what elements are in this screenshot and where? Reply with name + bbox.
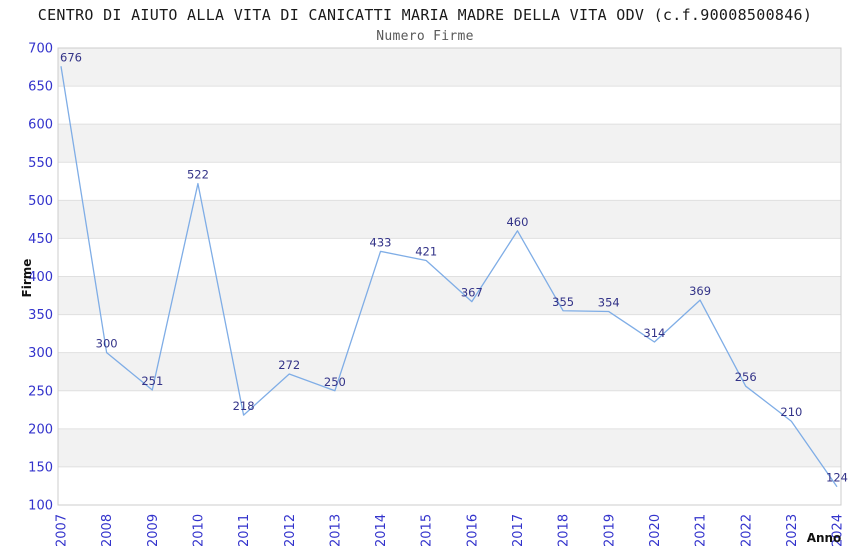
- plot-border: [57, 47, 842, 506]
- y-tick-label: 300: [28, 346, 53, 361]
- x-tick-label: 2024: [831, 514, 846, 547]
- y-tick-label: 650: [28, 80, 53, 95]
- x-tick-label: 2019: [602, 514, 617, 547]
- x-tick-label: 2010: [191, 514, 206, 547]
- x-tick-label: 2008: [100, 514, 115, 547]
- y-tick-label: 400: [28, 270, 53, 285]
- data-point-label: 256: [735, 370, 757, 384]
- data-point-label: 314: [643, 326, 665, 340]
- y-tick-label: 500: [28, 194, 53, 209]
- x-tick-label: 2012: [283, 514, 298, 547]
- data-point-label: 210: [780, 405, 802, 419]
- x-tick-label: 2015: [420, 514, 435, 547]
- y-tick-label: 100: [28, 499, 53, 514]
- plot-band: [58, 124, 841, 163]
- x-tick-label: 2011: [237, 514, 252, 547]
- data-point-label: 300: [96, 337, 118, 351]
- data-point-label: 676: [60, 50, 82, 64]
- data-point-label: 522: [187, 168, 209, 182]
- x-tick-label: 2014: [374, 514, 389, 547]
- chart-subtitle: Numero Firme: [376, 29, 474, 44]
- x-tick-label: 2009: [146, 514, 161, 547]
- plot-band: [58, 200, 841, 239]
- plot-band: [58, 428, 841, 467]
- x-tick-label: 2021: [694, 514, 709, 547]
- data-point-label: 369: [689, 284, 711, 298]
- y-tick-label: 150: [28, 460, 53, 475]
- y-tick-label: 200: [28, 422, 53, 437]
- y-tick-label: 700: [28, 42, 53, 57]
- data-point-label: 421: [415, 245, 437, 259]
- x-tick-label: 2023: [785, 514, 800, 547]
- chart-title: CENTRO DI AIUTO ALLA VITA DI CANICATTI M…: [37, 6, 813, 24]
- x-tick-label: 2007: [55, 514, 70, 547]
- data-point-label: 124: [826, 471, 848, 485]
- y-tick-label: 250: [28, 384, 53, 399]
- x-tick-label: 2020: [648, 514, 663, 547]
- x-tick-label: 2018: [557, 514, 572, 547]
- y-tick-label: 350: [28, 308, 53, 323]
- x-tick-label: 2013: [328, 514, 343, 547]
- data-point-label: 251: [141, 374, 163, 388]
- data-point-label: 250: [324, 375, 346, 389]
- y-tick-label: 550: [28, 156, 53, 171]
- plot-band: [58, 48, 841, 87]
- x-axis-title: Anno: [807, 531, 842, 545]
- x-tick-label: 2017: [511, 514, 526, 547]
- y-tick-label: 600: [28, 118, 53, 133]
- data-point-label: 354: [598, 296, 620, 310]
- x-tick-label: 2016: [465, 514, 480, 547]
- data-point-label: 355: [552, 295, 574, 309]
- data-point-label: 367: [461, 286, 483, 300]
- data-point-label: 272: [278, 358, 300, 372]
- plot-band: [58, 352, 841, 391]
- x-tick-label: 2022: [739, 514, 754, 547]
- plot-band: [58, 276, 841, 315]
- data-point-label: 460: [506, 215, 528, 229]
- y-axis-title: Firme: [20, 259, 34, 298]
- series-line: [60, 66, 838, 488]
- data-point-label: 218: [233, 399, 255, 413]
- y-tick-label: 450: [28, 232, 53, 247]
- data-point-label: 433: [370, 235, 392, 249]
